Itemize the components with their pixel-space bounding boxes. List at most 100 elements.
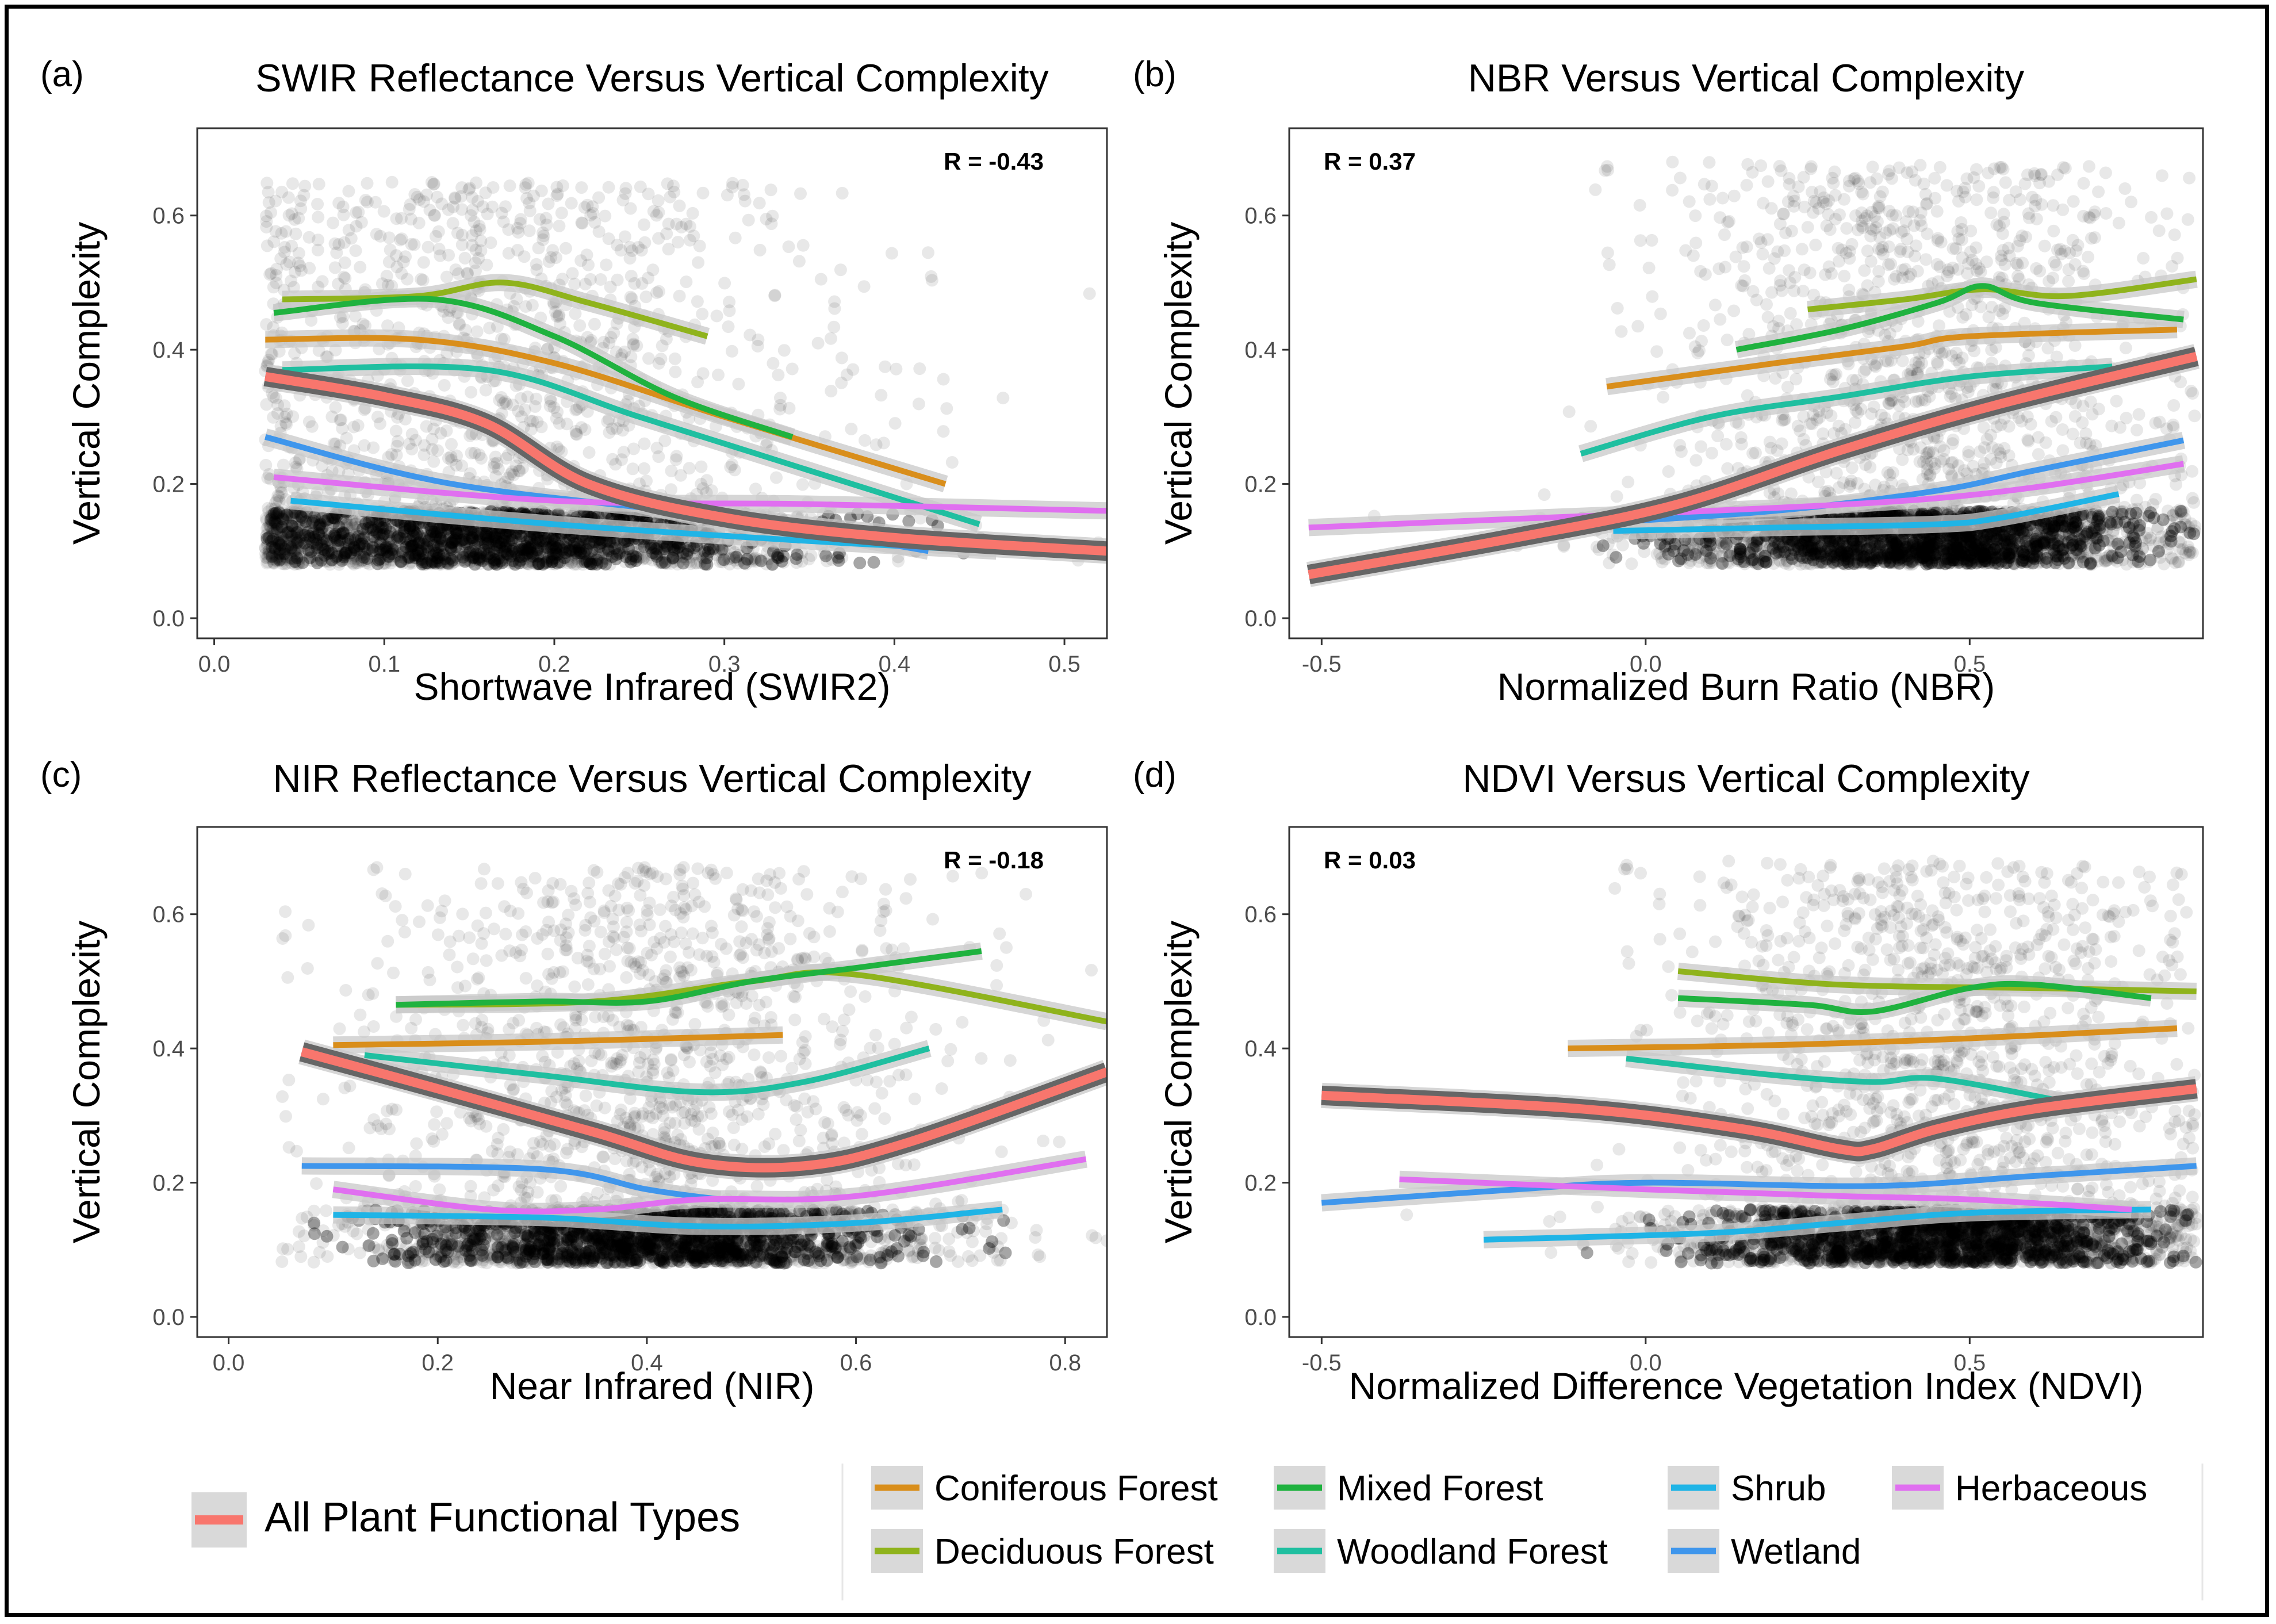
scatter-point [540, 542, 553, 555]
scatter-point [407, 529, 420, 542]
scatter-point [286, 539, 300, 552]
scatter-point [346, 520, 359, 534]
scatter-point [491, 554, 504, 568]
chart-title: SWIR Reflectance Versus Vertical Complex… [255, 56, 1048, 100]
scatter-point [539, 533, 552, 546]
scatter-point [492, 462, 505, 476]
scatter-point [453, 318, 466, 331]
scatter-point [334, 513, 347, 526]
scatter-point [557, 542, 570, 556]
scatter-point [408, 548, 422, 561]
scatter-point [318, 536, 331, 549]
scatter-point [405, 520, 419, 533]
scatter-point [305, 530, 319, 543]
scatter-point [484, 528, 496, 541]
scatter-point [516, 552, 530, 565]
figure-canvas: (a) SWIR Reflectance Versus Vertical Comp… [40, 55, 2204, 1600]
scatter-point [440, 270, 453, 284]
scatter-point [412, 549, 425, 562]
scatter-point [392, 550, 405, 564]
scatter-point [363, 522, 376, 535]
scatter-point [518, 531, 531, 544]
scatter-point [401, 540, 414, 553]
scatter-point [428, 523, 442, 536]
scatter-point [445, 450, 458, 463]
scatter-point [383, 541, 396, 554]
scatter-point [295, 539, 308, 553]
scatter-point [281, 526, 293, 539]
scatter-point [422, 534, 435, 547]
scatter-point [703, 542, 716, 556]
scatter-point [497, 215, 510, 228]
scatter-point [569, 427, 583, 441]
scatter-point [640, 474, 653, 488]
scatter-point [412, 216, 426, 229]
scatter-point [925, 274, 938, 287]
scatter-point [630, 339, 643, 353]
scatter-point [285, 239, 298, 252]
scatter-point [289, 461, 302, 473]
scatter-point [828, 302, 841, 315]
scatter-point [408, 188, 422, 201]
scatter-point [461, 266, 474, 279]
scatter-point [289, 543, 302, 557]
scatter-point [388, 550, 401, 563]
scatter-point [457, 525, 470, 538]
scatter-point [486, 181, 500, 194]
scatter-point [285, 508, 298, 521]
scatter-point [284, 543, 297, 556]
scatter-point [439, 556, 453, 569]
scatter-point [521, 544, 534, 557]
scatter-point [392, 522, 405, 535]
scatter-point [385, 175, 399, 189]
scatter-point [293, 541, 306, 554]
scatter-point [1662, 465, 1675, 478]
scatter-point [520, 547, 534, 561]
scatter-point [377, 205, 390, 218]
scatter-point [302, 547, 316, 560]
scatter-point [675, 220, 688, 233]
scatter-point [495, 391, 508, 404]
scatter-point [481, 208, 494, 221]
scatter-point [277, 514, 290, 527]
scatter-point [695, 460, 708, 473]
scatter-point [391, 435, 404, 448]
scatter-point [432, 530, 445, 543]
scatter-point [403, 202, 416, 216]
scatter-point [394, 233, 407, 247]
scatter-point [537, 551, 550, 564]
scatter-point [790, 552, 803, 565]
scatter-point [1601, 246, 1614, 259]
scatter-point [324, 535, 338, 549]
scatter-point [468, 215, 481, 228]
scatter-point [450, 522, 463, 535]
scatter-point [669, 453, 683, 466]
scatter-point [338, 551, 351, 564]
scatter-point [425, 176, 438, 189]
scatter-point [463, 467, 477, 480]
scatter-point [358, 403, 371, 416]
scatter-point [464, 550, 477, 564]
scatter-point [447, 532, 460, 545]
scatter-point [623, 241, 637, 254]
scatter-point [274, 535, 287, 549]
scatter-point [262, 550, 275, 564]
scatter-point [488, 457, 501, 470]
scatter-point [624, 202, 637, 215]
scatter-point [525, 546, 538, 559]
scatter-point [280, 407, 293, 420]
scatter-point [945, 456, 959, 469]
scatter-point [532, 537, 545, 550]
scatter-point [321, 514, 335, 527]
scatter-point [273, 537, 286, 550]
scatter-point [361, 196, 374, 209]
scatter-point [441, 530, 454, 543]
x-tick-label: 0.5 [1048, 652, 1080, 677]
scatter-point [433, 557, 446, 570]
scatter-point [551, 405, 564, 419]
scatter-point [562, 532, 576, 545]
scatter-point [422, 523, 435, 537]
scatter-point [658, 547, 672, 560]
scatter-point [536, 557, 549, 570]
scatter-point [565, 556, 578, 569]
